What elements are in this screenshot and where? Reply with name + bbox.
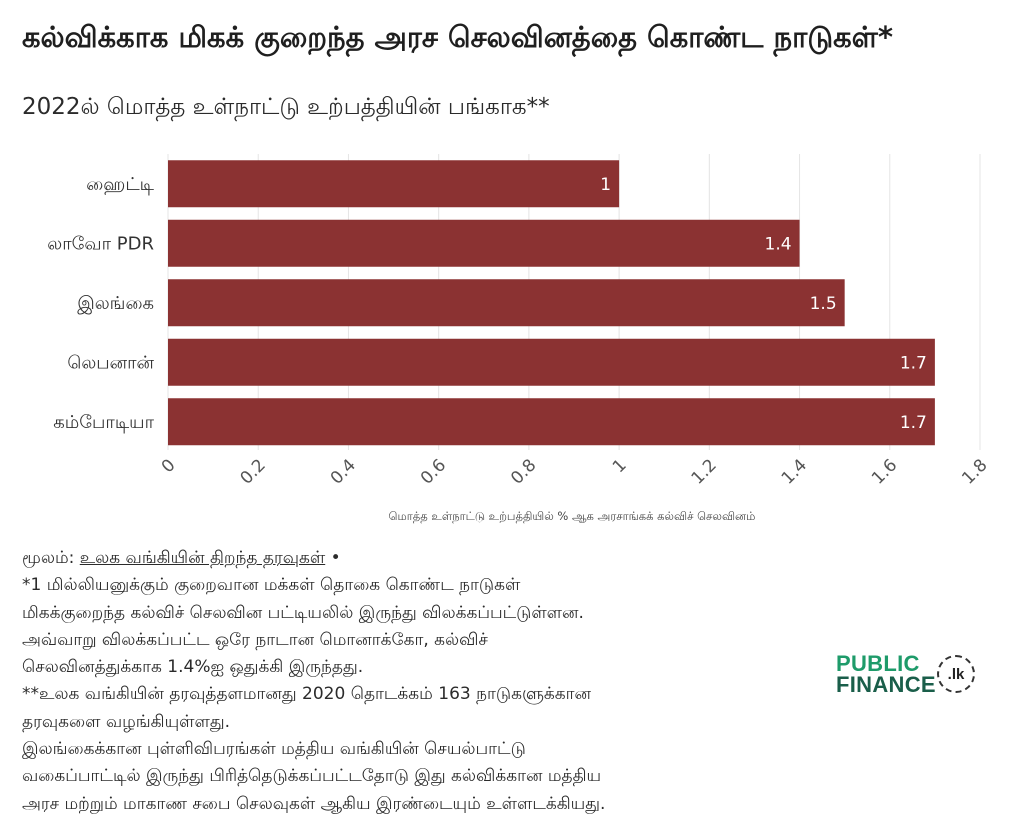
note-line: வகைப்பாட்டில் இருந்து பிரித்தெடுக்கப்பட்… xyxy=(22,766,602,787)
x-tick-label: 1.8 xyxy=(958,455,991,488)
note-line: மிகக்குறைந்த கல்விச் செலவின பட்டியலில் இ… xyxy=(22,602,584,623)
source-link[interactable]: உலக வங்கியின் திறந்த தரவுகள் xyxy=(79,548,326,568)
value-label: 1.4 xyxy=(765,234,792,254)
x-tick-label: 1 xyxy=(609,455,631,477)
x-tick-label: 0.2 xyxy=(236,455,269,488)
note-line: அவ்வாறு விலக்கப்பட்ட ஒரே நாடான மொனாக்கோ,… xyxy=(22,629,488,650)
x-tick-label: 0.8 xyxy=(507,455,540,488)
value-label: 1.7 xyxy=(900,353,927,373)
source-prefix: மூலம்: xyxy=(22,548,80,568)
notes-block: மூலம்: உலக வங்கியின் திறந்த தரவுகள் • *1… xyxy=(22,545,832,818)
note-line: தரவுகளை வழங்கியுள்ளது. xyxy=(22,711,231,732)
bar xyxy=(168,219,800,267)
x-tick-label: 0 xyxy=(158,455,180,477)
bar xyxy=(168,279,845,327)
x-tick-label: 0.6 xyxy=(417,455,450,488)
chart-title: கல்விக்காக மிகக் குறைந்த அரச செலவினத்தை … xyxy=(22,20,894,54)
category-label: இலங்கை xyxy=(77,293,154,314)
logo-wordmark: PUBLIC FINANCE xyxy=(836,651,936,697)
source-suffix: • xyxy=(325,548,341,568)
logo-word-finance: FINANCE xyxy=(836,672,936,697)
category-label: லெபனான் xyxy=(67,352,154,373)
x-tick-label: 0.4 xyxy=(327,455,360,488)
category-label: ஹைட்டி xyxy=(86,174,154,195)
logo-word-public: PUBLIC xyxy=(836,651,920,676)
note-line: அரச மற்றும் மாகாண சபை செலவுகள் ஆகிய இரண்… xyxy=(22,793,606,814)
x-axis-title: மொத்த உள்நாட்டு உற்பத்தியில் % ஆக அரசாங்… xyxy=(389,509,756,523)
x-tick-label: 1.4 xyxy=(778,455,811,488)
value-label: 1.5 xyxy=(810,294,837,314)
bar xyxy=(168,398,935,446)
value-label: 1 xyxy=(600,175,611,195)
source-line: மூலம்: உலக வங்கியின் திறந்த தரவுகள் • xyxy=(22,545,832,572)
note-line: செலவினத்துக்காக 1.4%ஐ ஒதுக்கி இருந்தது. xyxy=(22,657,364,678)
value-label: 1.7 xyxy=(900,413,927,433)
bar xyxy=(168,160,620,208)
bar-chart: ஹைட்டி 1 லாவோ PDR 1.4 இலங்கை 1.5 லெபனான் 1.7 கம்… xyxy=(47,154,992,523)
note-line: *1 மில்லியனுக்கும் குறைவான மக்கள் தொகை க… xyxy=(22,575,521,596)
x-tick-label: 1.2 xyxy=(688,455,721,488)
note-line: இலங்கைக்கான புள்ளிவிபரங்கள் மத்திய வங்கி… xyxy=(22,739,526,760)
logo-badge-icon: .lk xyxy=(937,655,975,693)
x-tick-label: 1.6 xyxy=(868,455,901,488)
bar xyxy=(168,338,935,386)
publicfinance-logo: PUBLIC FINANCE .lk xyxy=(836,653,986,699)
note-line: **உலக வங்கியின் தரவுத்தளமானது 2020 தொடக்… xyxy=(22,684,591,705)
chart-subtitle: 2022ல் மொத்த உள்நாட்டு உற்பத்தியின் பங்க… xyxy=(22,94,550,120)
category-label: லாவோ PDR xyxy=(47,233,154,254)
category-label: கம்போடியா xyxy=(53,412,154,433)
